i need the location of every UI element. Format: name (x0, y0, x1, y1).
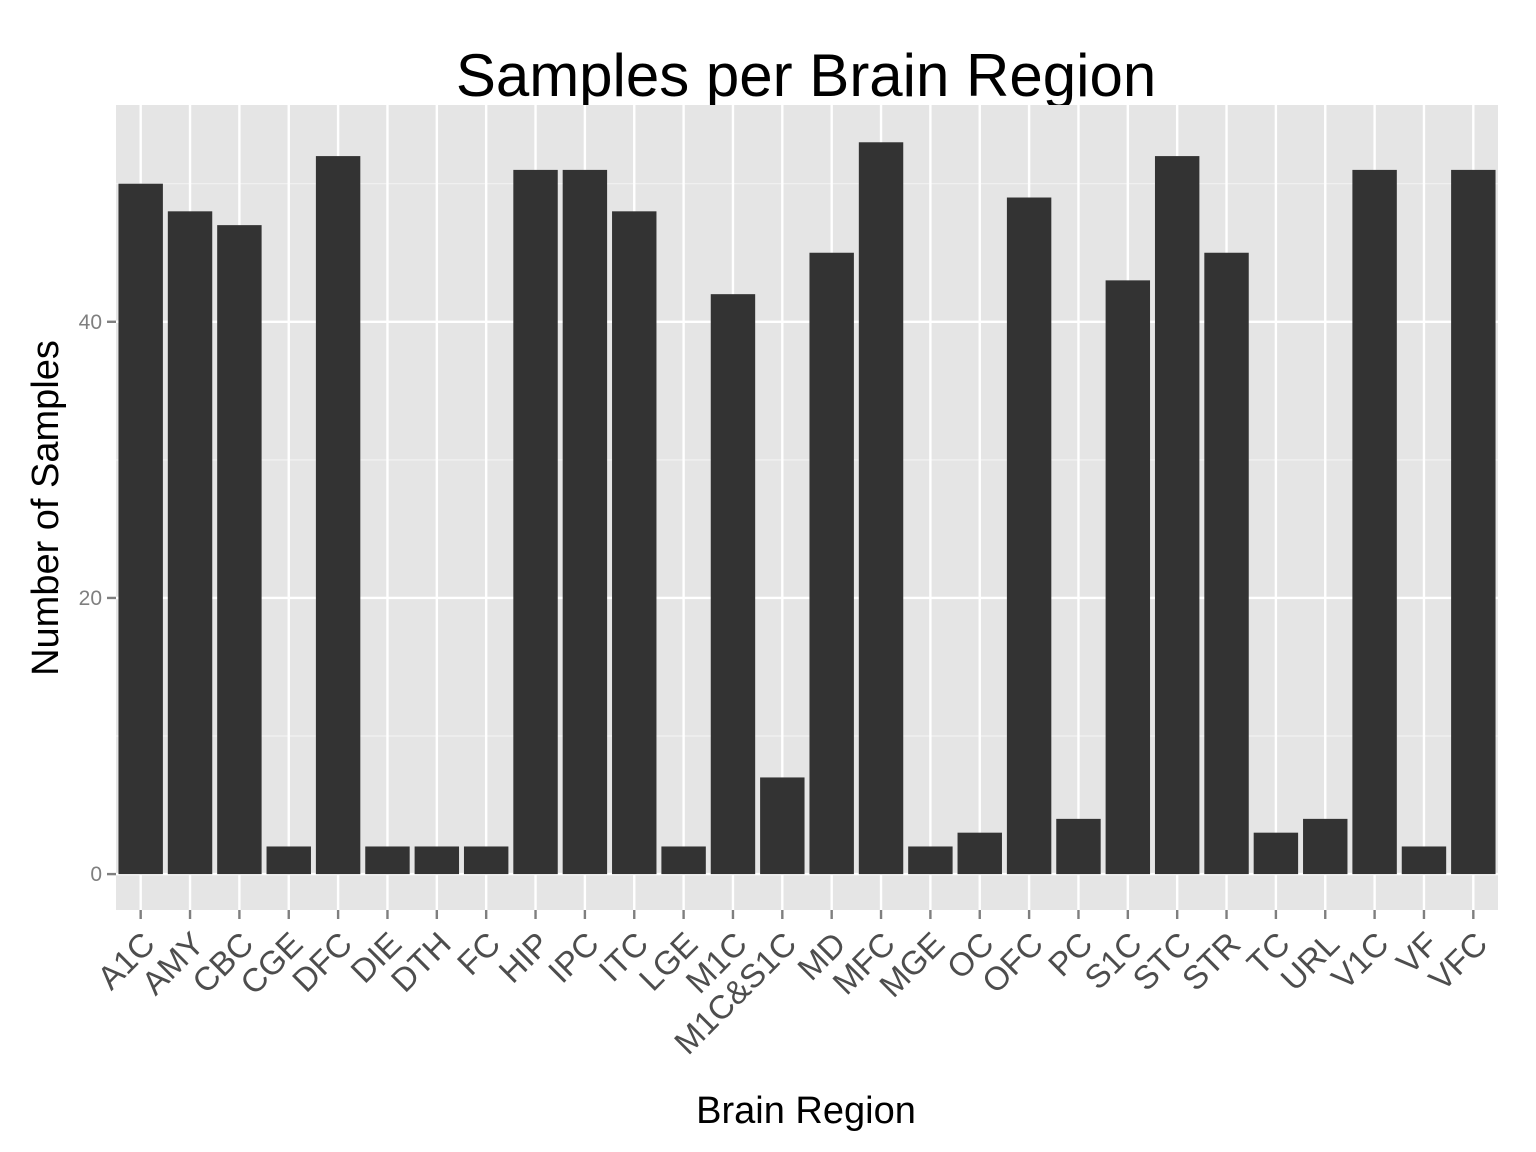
bar-itc (612, 211, 657, 875)
bar-md (809, 252, 854, 875)
bar-dth (414, 846, 460, 875)
x-axis: A1CAMYCBCCGEDFCDIEDTHFCHIPIPCITCLGEM1CM1… (90, 910, 1494, 1061)
bar-url (1303, 818, 1348, 875)
bar-v1c (1352, 169, 1397, 875)
y-tick-label: 40 (79, 311, 102, 334)
y-tick-label: 20 (79, 587, 102, 610)
bar-cbc (217, 225, 262, 875)
x-tick-label: STR (1175, 925, 1248, 998)
bar-fc (463, 846, 509, 875)
bar-die (365, 846, 410, 875)
x-tick-label: DTH (384, 925, 458, 999)
x-tick-label: OFC (975, 925, 1050, 1000)
bar-a1c (118, 183, 163, 875)
bars (118, 142, 1496, 875)
chart-title: Samples per Brain Region (456, 42, 1156, 109)
y-axis-title: Number of Samples (25, 340, 67, 676)
bar-vf (1401, 846, 1447, 875)
x-axis-title: Brain Region (696, 1090, 916, 1132)
bar-amy (167, 211, 213, 875)
y-axis: 0 20 40 (79, 311, 116, 886)
bar-stc (1154, 156, 1200, 875)
bar-m1c-s1c (760, 777, 805, 875)
bar-m1c (710, 294, 756, 875)
y-tick-label: 0 (90, 863, 102, 886)
bar-cge (266, 846, 311, 875)
bar-hip (513, 169, 558, 875)
bar-dfc (315, 156, 361, 875)
x-tick-label: FC (450, 925, 507, 982)
bar-ipc (562, 169, 608, 875)
bar-pc (1056, 818, 1101, 875)
bar-s1c (1105, 280, 1151, 875)
bar-oc (957, 832, 1002, 875)
bar-lge (661, 846, 706, 875)
bar-mge (908, 846, 953, 875)
bar-mfc (858, 142, 904, 875)
bar-str (1204, 252, 1249, 875)
bar-vfc (1451, 169, 1496, 875)
x-tick-label: VFC (1421, 925, 1494, 998)
bar-ofc (1006, 197, 1052, 875)
x-tick-label: V1C (1324, 925, 1396, 997)
bar-tc (1253, 832, 1299, 875)
